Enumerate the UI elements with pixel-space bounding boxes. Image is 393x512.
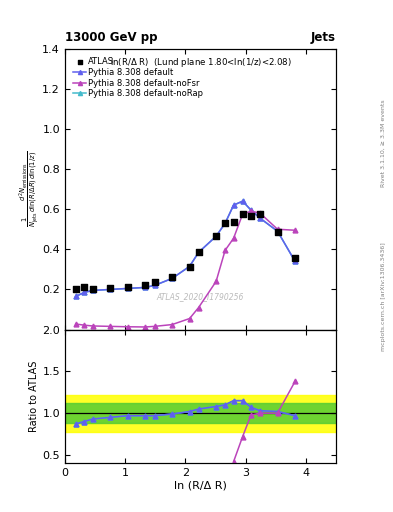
Pythia 8.308 default-noFsr — [249, 208, 253, 214]
ATLAS — [124, 283, 130, 291]
Y-axis label: $\frac{1}{N_\mathrm{jets}}\frac{d^2 N_\mathrm{emissions}}{d\ln(R/\Delta R)\,d\ln: $\frac{1}{N_\mathrm{jets}}\frac{d^2 N_\m… — [18, 151, 41, 227]
Bar — [65, 403, 336, 423]
Pythia 8.308 default — [293, 258, 298, 264]
Pythia 8.308 default — [275, 228, 280, 234]
Pythia 8.308 default-noFsr — [187, 315, 192, 322]
Pythia 8.308 default-noFsr — [125, 324, 130, 330]
Pythia 8.308 default-noFsr — [82, 322, 86, 328]
Pythia 8.308 default — [170, 275, 174, 282]
Pythia 8.308 default-noRap — [152, 282, 157, 288]
Pythia 8.308 default — [187, 263, 192, 269]
Pythia 8.308 default-noRap — [143, 284, 147, 290]
Pythia 8.308 default-noFsr — [73, 321, 78, 327]
Pythia 8.308 default-noFsr — [108, 323, 112, 329]
Pythia 8.308 default-noFsr — [231, 235, 236, 241]
Text: 13000 GeV pp: 13000 GeV pp — [65, 31, 157, 44]
Pythia 8.308 default-noFsr — [196, 305, 201, 311]
Pythia 8.308 default — [73, 293, 78, 300]
Pythia 8.308 default — [82, 289, 86, 295]
Pythia 8.308 default-noFsr — [152, 323, 157, 329]
Text: ln(R/$\Delta$ R)  (Lund plane 1.80<ln(1/z)<2.08): ln(R/$\Delta$ R) (Lund plane 1.80<ln(1/z… — [110, 56, 291, 69]
Pythia 8.308 default-noFsr — [240, 211, 245, 217]
Pythia 8.308 default — [214, 233, 219, 239]
Pythia 8.308 default-noRap — [214, 233, 219, 239]
Text: Rivet 3.1.10, ≥ 3.3M events: Rivet 3.1.10, ≥ 3.3M events — [381, 99, 386, 187]
Pythia 8.308 default-noRap — [223, 220, 228, 226]
Pythia 8.308 default-noRap — [240, 198, 245, 204]
ATLAS — [274, 228, 281, 237]
Pythia 8.308 default-noFsr — [293, 227, 298, 233]
Pythia 8.308 default — [223, 220, 228, 226]
ATLAS — [222, 219, 228, 227]
ATLAS — [186, 263, 193, 271]
ATLAS — [195, 248, 202, 257]
Pythia 8.308 default-noRap — [73, 293, 78, 300]
Legend: ATLAS, Pythia 8.308 default, Pythia 8.308 default-noFsr, Pythia 8.308 default-no: ATLAS, Pythia 8.308 default, Pythia 8.30… — [72, 56, 205, 100]
Pythia 8.308 default-noRap — [187, 263, 192, 269]
ATLAS — [81, 283, 87, 291]
Pythia 8.308 default-noRap — [258, 215, 263, 221]
Pythia 8.308 default-noFsr — [90, 323, 95, 329]
ATLAS — [169, 273, 175, 282]
Pythia 8.308 default-noRap — [249, 207, 253, 214]
Pythia 8.308 default — [231, 202, 236, 208]
ATLAS — [142, 281, 148, 289]
Pythia 8.308 default-noRap — [231, 202, 236, 208]
ATLAS — [257, 210, 263, 218]
Pythia 8.308 default — [258, 215, 263, 221]
Pythia 8.308 default-noFsr — [170, 322, 174, 328]
Pythia 8.308 default-noRap — [82, 289, 86, 295]
Line: Pythia 8.308 default-noFsr: Pythia 8.308 default-noFsr — [73, 209, 298, 329]
Pythia 8.308 default-noRap — [108, 286, 112, 292]
Pythia 8.308 default — [249, 207, 253, 214]
ATLAS — [73, 285, 79, 293]
ATLAS — [239, 210, 246, 218]
Pythia 8.308 default — [90, 287, 95, 293]
Pythia 8.308 default-noRap — [293, 258, 298, 264]
Pythia 8.308 default-noRap — [170, 275, 174, 282]
Pythia 8.308 default-noFsr — [275, 226, 280, 232]
Text: Jets: Jets — [311, 31, 336, 44]
Pythia 8.308 default-noFsr — [223, 247, 228, 253]
Pythia 8.308 default — [143, 284, 147, 290]
ATLAS — [213, 232, 219, 240]
ATLAS — [230, 218, 237, 226]
Line: Pythia 8.308 default-noRap: Pythia 8.308 default-noRap — [73, 199, 298, 299]
ATLAS — [90, 285, 96, 293]
Pythia 8.308 default-noFsr — [143, 324, 147, 330]
Pythia 8.308 default — [196, 249, 201, 255]
ATLAS — [151, 279, 158, 287]
Y-axis label: Ratio to ATLAS: Ratio to ATLAS — [29, 361, 39, 432]
X-axis label: ln (R/Δ R): ln (R/Δ R) — [174, 481, 227, 491]
Pythia 8.308 default — [240, 198, 245, 204]
ATLAS — [248, 212, 254, 220]
Pythia 8.308 default-noFsr — [258, 210, 263, 216]
ATLAS — [107, 284, 113, 292]
ATLAS — [292, 254, 298, 263]
Bar — [65, 395, 336, 432]
Pythia 8.308 default — [108, 286, 112, 292]
Line: Pythia 8.308 default: Pythia 8.308 default — [73, 199, 298, 299]
Text: mcplots.cern.ch [arXiv:1306.3436]: mcplots.cern.ch [arXiv:1306.3436] — [381, 243, 386, 351]
Pythia 8.308 default-noRap — [275, 228, 280, 234]
Pythia 8.308 default-noRap — [125, 285, 130, 291]
Pythia 8.308 default-noFsr — [214, 279, 219, 285]
Pythia 8.308 default-noRap — [196, 249, 201, 255]
Pythia 8.308 default-noRap — [90, 287, 95, 293]
Pythia 8.308 default — [125, 285, 130, 291]
Pythia 8.308 default — [152, 282, 157, 288]
Text: ATLAS_2020_I1790256: ATLAS_2020_I1790256 — [157, 292, 244, 302]
